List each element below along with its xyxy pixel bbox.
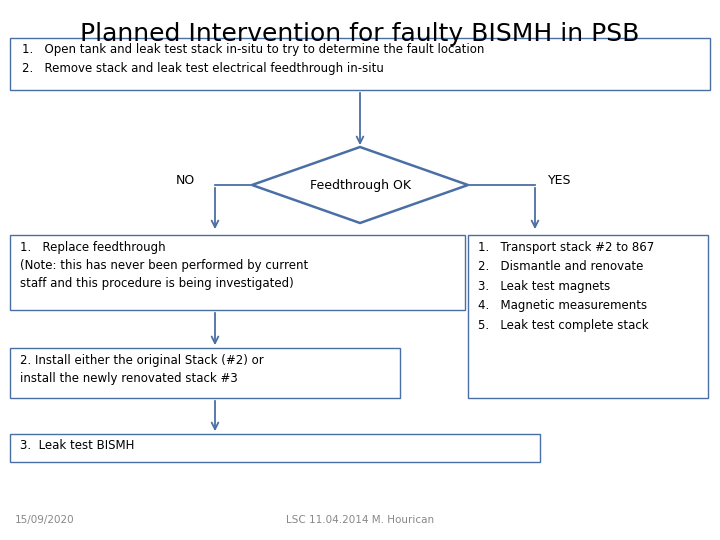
Text: Planned Intervention for faulty BISMH in PSB: Planned Intervention for faulty BISMH in…: [81, 22, 639, 46]
Text: LSC 11.04.2014 M. Hourican: LSC 11.04.2014 M. Hourican: [286, 515, 434, 525]
FancyBboxPatch shape: [468, 235, 708, 398]
FancyBboxPatch shape: [10, 235, 465, 310]
Text: 1.   Transport stack #2 to 867
2.   Dismantle and renovate
3.   Leak test magnet: 1. Transport stack #2 to 867 2. Dismantl…: [478, 241, 654, 332]
FancyBboxPatch shape: [10, 434, 540, 462]
Text: YES: YES: [548, 173, 572, 186]
Text: 1.   Replace feedthrough
(Note: this has never been performed by current
staff a: 1. Replace feedthrough (Note: this has n…: [20, 241, 308, 290]
Text: Feedthrough OK: Feedthrough OK: [310, 179, 410, 192]
FancyBboxPatch shape: [10, 38, 710, 90]
Text: 3.  Leak test BISMH: 3. Leak test BISMH: [20, 439, 135, 452]
FancyBboxPatch shape: [10, 348, 400, 398]
Text: NO: NO: [176, 173, 194, 186]
Text: 15/09/2020: 15/09/2020: [15, 515, 75, 525]
Text: 2. Install either the original Stack (#2) or
install the newly renovated stack #: 2. Install either the original Stack (#2…: [20, 354, 264, 385]
Text: 1.   Open tank and leak test stack in-situ to try to determine the fault locatio: 1. Open tank and leak test stack in-situ…: [22, 43, 485, 75]
Polygon shape: [252, 147, 468, 223]
